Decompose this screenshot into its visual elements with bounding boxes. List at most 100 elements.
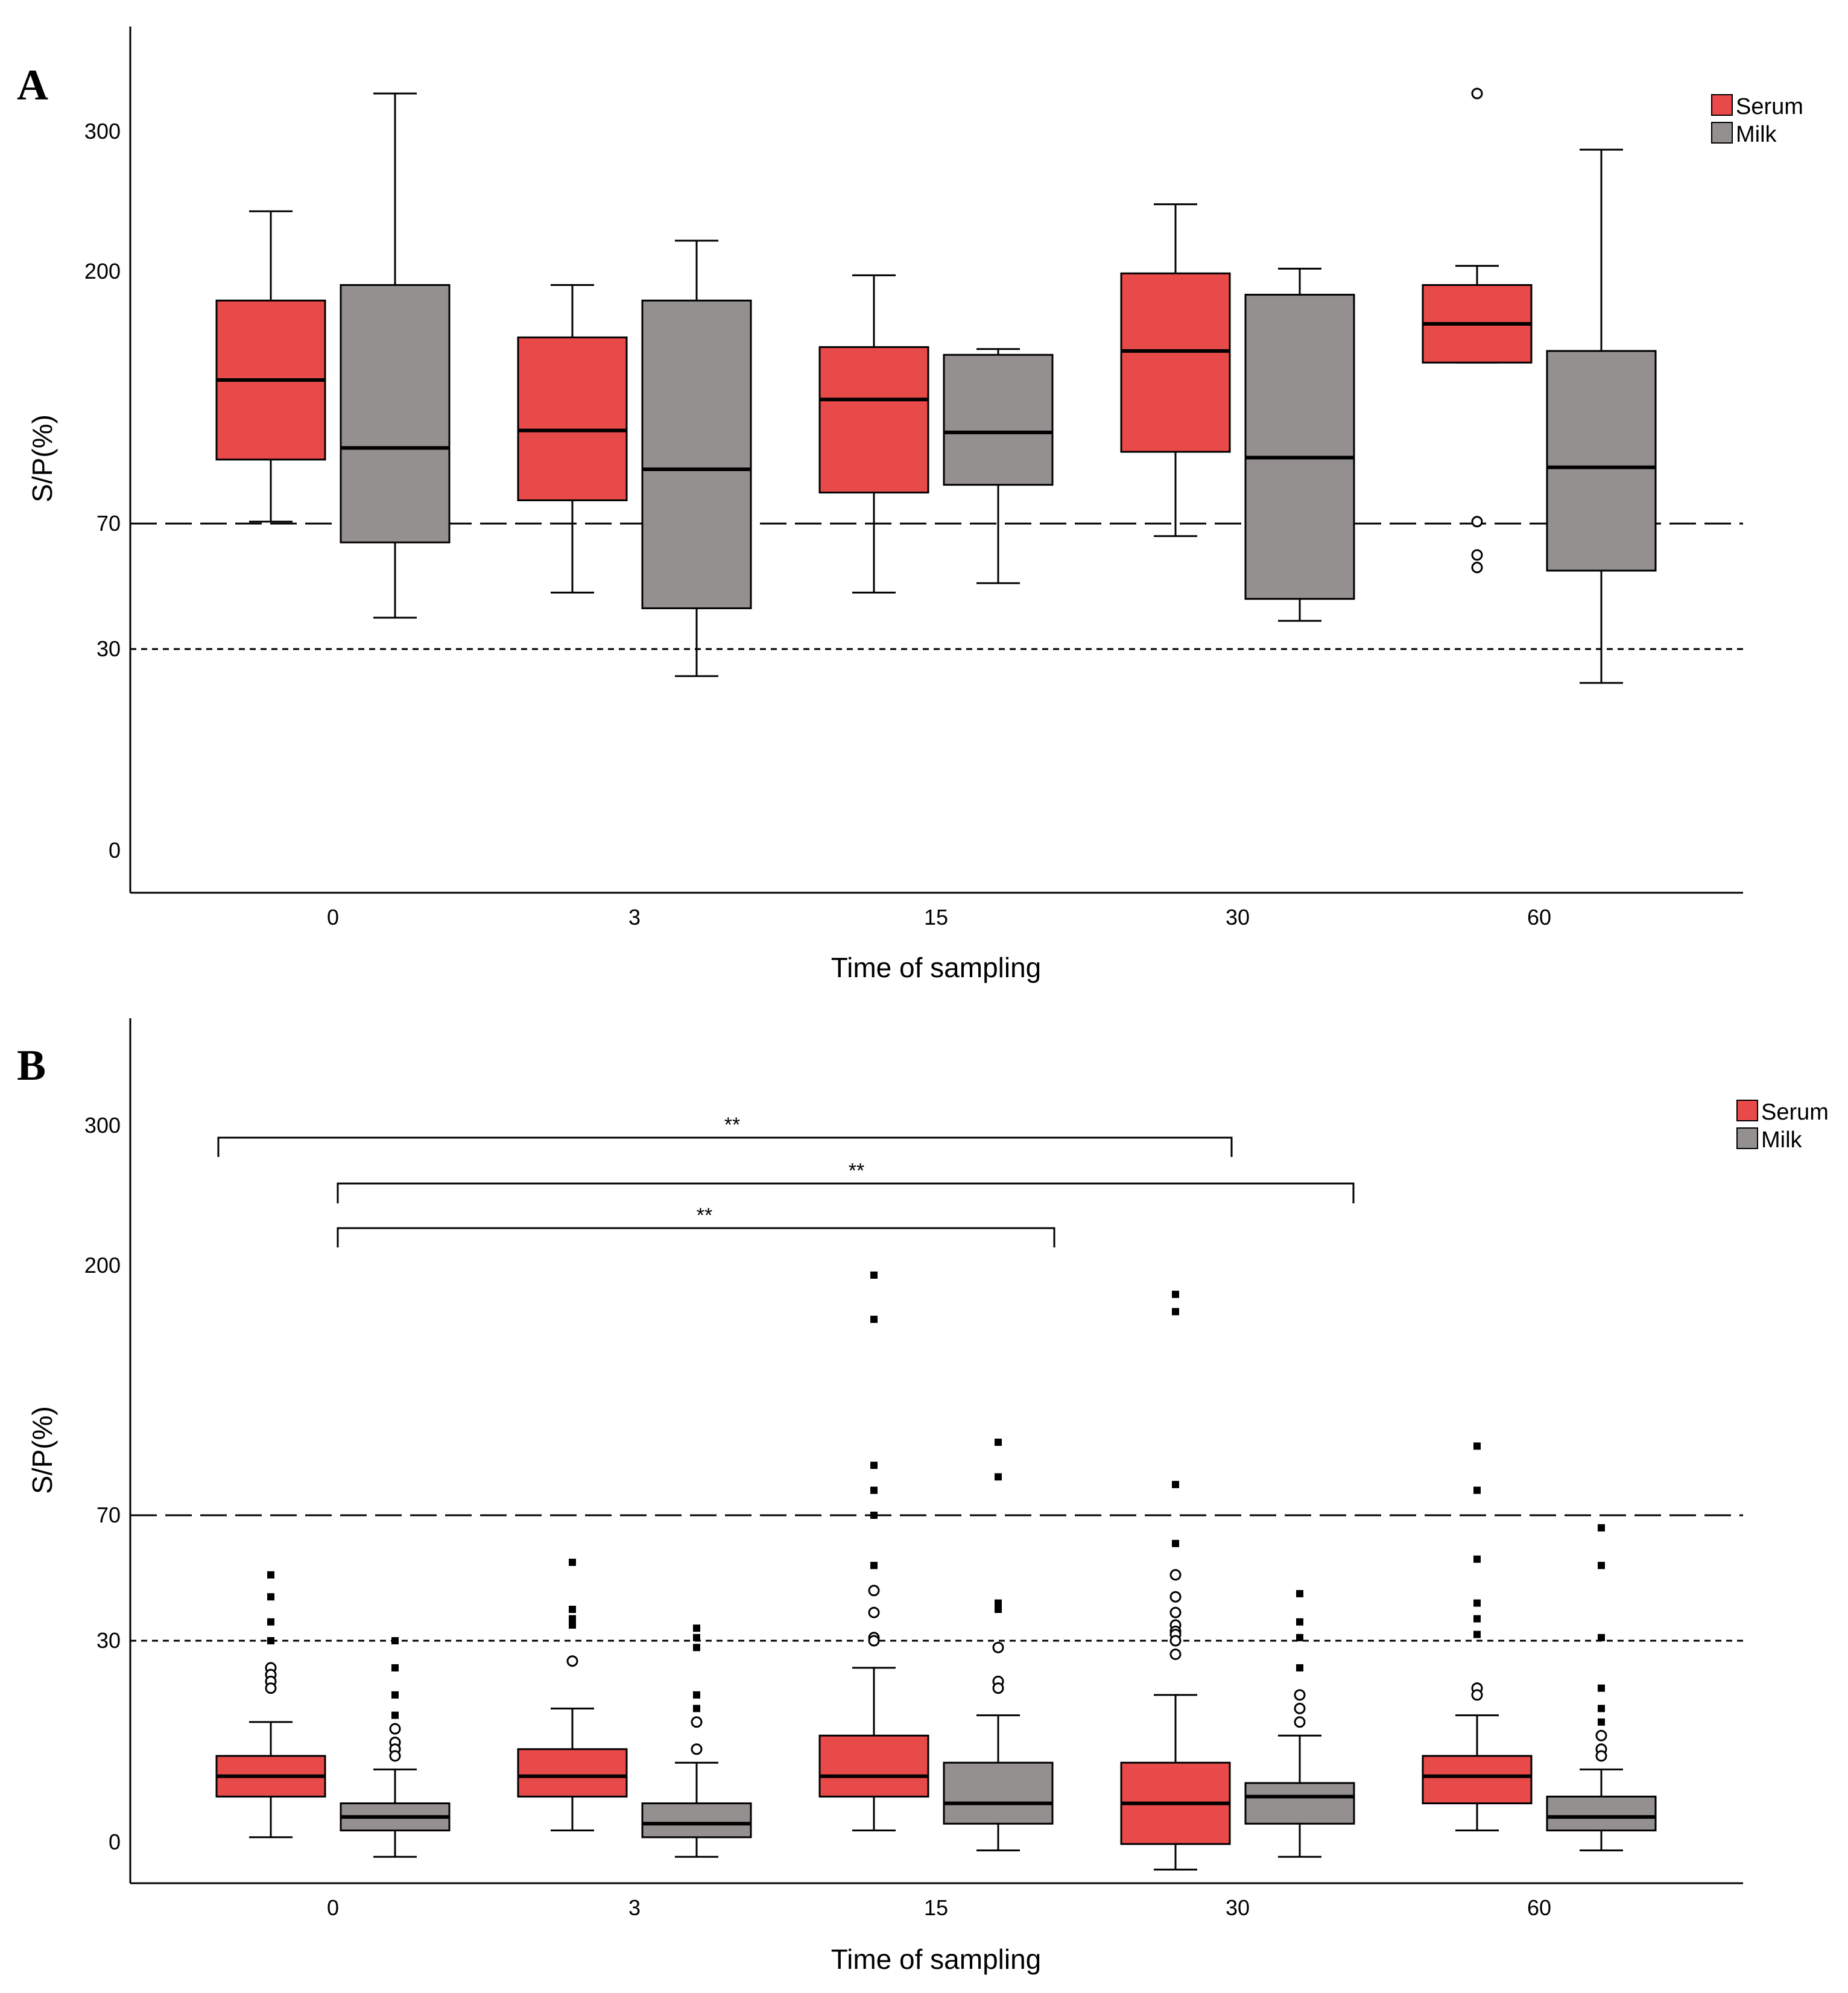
legend-label-a-milk: Milk xyxy=(1736,122,1777,147)
outlier-b-serum-30-11 xyxy=(1169,1648,1182,1660)
outlier-b-serum-15-0 xyxy=(870,1271,878,1279)
legend-label-a-serum: Serum xyxy=(1736,94,1803,119)
legend-label-b-milk: Milk xyxy=(1761,1127,1803,1153)
box-a-milk-3 xyxy=(641,299,752,609)
outlier-b-milk-0-1 xyxy=(391,1664,399,1671)
box-b-milk-15 xyxy=(943,1761,1054,1825)
outlier-b-serum-0-0 xyxy=(267,1571,274,1579)
outlier-b-milk-15-3 xyxy=(995,1606,1002,1613)
outlier-a-serum-60-0 xyxy=(1471,87,1483,100)
outlier-b-serum-30-6 xyxy=(1169,1606,1182,1618)
outlier-b-serum-60-7 xyxy=(1471,1689,1483,1701)
outlier-b-serum-3-1 xyxy=(569,1606,576,1613)
y-axis-title-b: S/P(%) xyxy=(27,1406,58,1494)
outlier-b-milk-30-4 xyxy=(1294,1689,1306,1701)
outlier-b-milk-30-6 xyxy=(1294,1716,1306,1728)
significance-label-3: ** xyxy=(697,1204,712,1227)
box-b-serum-60 xyxy=(1422,1755,1533,1805)
box-group-a xyxy=(215,87,1657,684)
outlier-b-milk-60-3 xyxy=(1598,1684,1605,1692)
outlier-b-serum-60-2 xyxy=(1473,1555,1481,1563)
y-tick-label-b-30: 30 xyxy=(97,1628,121,1653)
outlier-b-milk-0-7 xyxy=(389,1750,401,1762)
x-tick-label-b-60: 60 xyxy=(1527,1895,1551,1920)
outlier-b-milk-60-8 xyxy=(1595,1750,1607,1762)
panel-b: B 300 200 70 30 0 ** ** ** 0 3 15 30 60 … xyxy=(17,1018,1829,1975)
box-group-b xyxy=(215,1271,1657,1871)
y-tick-label-a-70: 70 xyxy=(97,511,121,536)
outlier-b-serum-60-1 xyxy=(1473,1486,1481,1494)
outlier-b-serum-30-5 xyxy=(1169,1591,1182,1603)
outlier-b-milk-3-2 xyxy=(693,1644,700,1652)
outlier-b-serum-15-3 xyxy=(870,1486,878,1494)
outlier-b-milk-0-3 xyxy=(391,1711,399,1719)
outlier-b-serum-15-9 xyxy=(868,1635,880,1647)
box-b-serum-15 xyxy=(818,1734,929,1798)
outlier-b-serum-0-1 xyxy=(267,1593,274,1601)
outlier-b-milk-60-0 xyxy=(1598,1524,1605,1532)
x-tick-label-b-15: 15 xyxy=(924,1895,948,1920)
outlier-b-milk-15-4 xyxy=(992,1641,1004,1653)
outlier-b-serum-15-7 xyxy=(868,1606,880,1618)
outlier-b-milk-30-5 xyxy=(1294,1702,1306,1714)
x-tick-label-a-15: 15 xyxy=(924,905,948,930)
outlier-b-milk-3-0 xyxy=(693,1624,700,1632)
outlier-b-serum-60-4 xyxy=(1473,1615,1481,1623)
outlier-b-serum-3-3 xyxy=(569,1621,576,1629)
outlier-b-serum-3-0 xyxy=(569,1559,576,1566)
y-tick-label-b-0: 0 xyxy=(109,1830,121,1854)
outlier-b-serum-0-3 xyxy=(267,1637,274,1644)
x-tick-label-b-0: 0 xyxy=(327,1895,339,1920)
outlier-b-milk-0-0 xyxy=(391,1637,399,1644)
outlier-b-serum-15-1 xyxy=(870,1316,878,1323)
outlier-b-serum-60-5 xyxy=(1473,1630,1481,1638)
outlier-b-milk-3-3 xyxy=(693,1691,700,1699)
outlier-b-milk-30-0 xyxy=(1296,1590,1303,1597)
x-tick-label-b-3: 3 xyxy=(628,1895,641,1920)
significance-label-1: ** xyxy=(724,1114,740,1136)
y-tick-label-b-70: 70 xyxy=(97,1503,121,1527)
outlier-b-milk-60-5 xyxy=(1598,1718,1605,1726)
legend-swatch-a-serum xyxy=(1711,94,1733,116)
outlier-b-serum-15-5 xyxy=(870,1562,878,1570)
panel-label-b: B xyxy=(17,1041,46,1089)
box-a-serum-15 xyxy=(818,346,929,494)
outlier-b-serum-15-4 xyxy=(870,1512,878,1519)
outlier-b-milk-60-4 xyxy=(1598,1705,1605,1713)
panel-label-a: A xyxy=(17,61,48,109)
legend-swatch-b-serum xyxy=(1736,1100,1758,1121)
outlier-b-serum-30-4 xyxy=(1169,1569,1182,1581)
outlier-b-milk-15-0 xyxy=(995,1438,1002,1446)
panel-a: A 300 200 70 30 0 0 3 15 30 60 Time of s… xyxy=(17,27,1803,983)
outlier-a-serum-60-3 xyxy=(1471,562,1483,574)
outlier-b-serum-60-3 xyxy=(1473,1599,1481,1607)
box-a-milk-0 xyxy=(340,284,451,543)
y-tick-label-a-200: 200 xyxy=(84,259,121,284)
outlier-b-serum-15-2 xyxy=(870,1462,878,1469)
outlier-b-milk-30-3 xyxy=(1296,1664,1303,1671)
outlier-a-serum-60-2 xyxy=(1471,549,1483,561)
outlier-b-milk-3-4 xyxy=(693,1705,700,1713)
significance-bracket-1 xyxy=(217,1136,1233,1157)
outlier-a-serum-60-1 xyxy=(1471,516,1483,528)
outlier-b-milk-3-5 xyxy=(691,1716,703,1728)
x-tick-label-b-30: 30 xyxy=(1226,1895,1250,1920)
outlier-b-serum-60-0 xyxy=(1473,1442,1481,1450)
y-tick-label-a-30: 30 xyxy=(97,636,121,661)
outlier-b-serum-30-10 xyxy=(1169,1635,1182,1647)
box-a-milk-30 xyxy=(1244,294,1355,600)
significance-label-2: ** xyxy=(849,1159,864,1182)
box-b-milk-30 xyxy=(1244,1782,1355,1825)
x-tick-label-a-30: 30 xyxy=(1226,905,1250,930)
outlier-b-serum-0-2 xyxy=(267,1618,274,1626)
significance-bracket-3 xyxy=(337,1227,1055,1247)
outlier-b-milk-0-2 xyxy=(391,1691,399,1699)
x-axis-title-a: Time of sampling xyxy=(831,952,1042,983)
outlier-b-milk-30-1 xyxy=(1296,1618,1303,1626)
box-b-serum-3 xyxy=(517,1748,628,1798)
outlier-b-milk-3-1 xyxy=(693,1633,700,1641)
x-tick-label-a-0: 0 xyxy=(327,905,339,930)
y-tick-label-b-200: 200 xyxy=(84,1253,121,1278)
